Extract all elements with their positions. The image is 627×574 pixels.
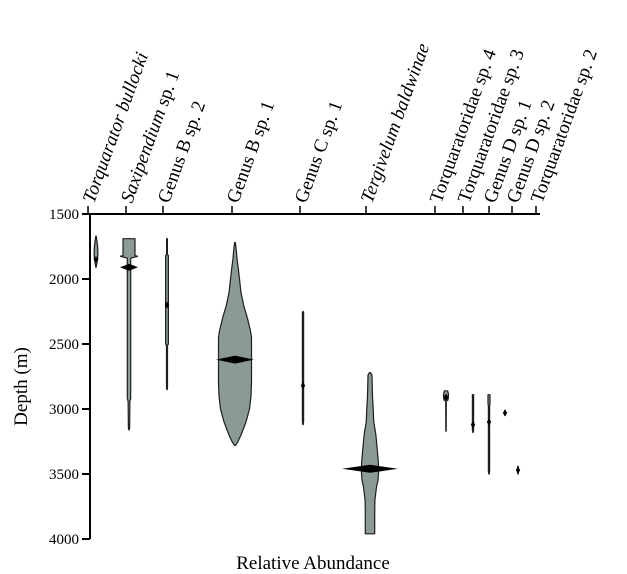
kite-shape: [301, 310, 305, 426]
taxon-label: Genus C sp. 1: [291, 98, 347, 205]
max-abundance-marker: [342, 464, 398, 473]
y-tick-label: 2000: [49, 272, 79, 288]
y-tick-label: 3500: [49, 467, 79, 483]
taxon-label: Genus B sp. 1: [223, 98, 279, 205]
kite-shape: [119, 238, 139, 431]
kite-shape: [360, 372, 380, 535]
x-axis-title: Relative Abundance: [236, 553, 390, 574]
y-axis-title: Depth (m): [11, 347, 32, 426]
taxon-label: Tergivelum baldwinae: [357, 41, 434, 206]
max-abundance-marker: [93, 256, 99, 263]
max-abundance-marker: [486, 418, 492, 426]
max-abundance-marker: [164, 301, 170, 309]
max-abundance-marker: [300, 382, 306, 390]
y-tick-label: 4000: [49, 532, 79, 548]
max-abundance-marker: [502, 409, 508, 417]
kite-shape: [165, 238, 169, 391]
max-abundance-marker: [120, 263, 138, 271]
y-tick-label: 3000: [49, 402, 79, 418]
max-abundance-marker: [216, 355, 254, 364]
y-tick-label: 1500: [49, 207, 79, 223]
max-abundance-marker: [443, 393, 449, 401]
max-abundance-marker: [515, 466, 521, 474]
max-abundance-marker: [470, 421, 476, 429]
y-tick-label: 2500: [49, 337, 79, 353]
axes: 1500 2000 2500 3000 3500 4000 Depth (m) Relativ…: [11, 207, 540, 574]
kites: [93, 235, 521, 535]
kite-shape: [487, 394, 491, 475]
kite-shape: [217, 242, 253, 446]
